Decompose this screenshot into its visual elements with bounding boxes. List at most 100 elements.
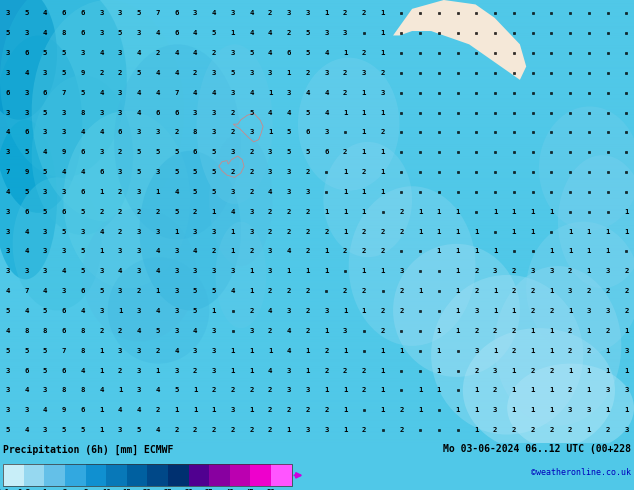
Text: 3: 3 [324, 30, 328, 36]
Text: 6: 6 [118, 129, 122, 135]
Ellipse shape [0, 0, 127, 177]
Text: 4: 4 [24, 388, 29, 393]
Text: 1: 1 [99, 427, 103, 433]
Text: 6: 6 [61, 10, 66, 16]
Text: 1: 1 [455, 308, 460, 314]
Text: 8: 8 [81, 328, 85, 334]
Text: 1: 1 [361, 269, 366, 274]
Text: 2: 2 [361, 288, 366, 294]
Text: 2: 2 [399, 229, 404, 235]
Text: 3: 3 [137, 308, 141, 314]
Text: 5: 5 [155, 149, 160, 155]
Text: 4: 4 [230, 209, 235, 215]
Ellipse shape [216, 221, 266, 328]
Text: 6: 6 [174, 110, 179, 116]
Text: 1: 1 [437, 368, 441, 373]
Text: 1: 1 [155, 288, 160, 294]
Text: 1: 1 [230, 229, 235, 235]
Text: 2: 2 [605, 288, 610, 294]
Text: 3: 3 [99, 308, 103, 314]
Text: 3: 3 [24, 30, 29, 36]
Text: 5: 5 [84, 489, 87, 490]
Text: 2: 2 [306, 70, 310, 76]
Text: 5: 5 [24, 10, 29, 16]
Text: 6: 6 [81, 288, 85, 294]
Ellipse shape [82, 208, 197, 342]
Text: 3: 3 [493, 368, 497, 373]
Text: 2: 2 [268, 229, 273, 235]
Text: 1: 1 [380, 368, 385, 373]
Text: 1: 1 [549, 248, 553, 254]
Text: 1: 1 [493, 209, 497, 215]
Text: 1: 1 [343, 348, 347, 354]
Text: 2: 2 [306, 209, 310, 215]
Text: 30: 30 [184, 489, 193, 490]
Text: 3: 3 [43, 229, 48, 235]
Text: 1: 1 [399, 348, 404, 354]
Text: 2: 2 [249, 248, 254, 254]
Text: 1: 1 [437, 248, 441, 254]
Text: 1: 1 [549, 288, 553, 294]
Text: 4: 4 [81, 368, 85, 373]
Text: 5: 5 [212, 30, 216, 36]
Text: 6: 6 [174, 10, 179, 16]
Text: 7: 7 [24, 288, 29, 294]
Bar [209, 465, 230, 486]
Text: 1: 1 [380, 110, 385, 116]
Text: 2: 2 [624, 308, 628, 314]
Text: 1: 1 [624, 328, 628, 334]
Text: 1: 1 [380, 169, 385, 175]
Text: 2: 2 [99, 328, 103, 334]
Text: 1: 1 [361, 308, 366, 314]
Text: 1: 1 [99, 348, 103, 354]
Text: 2: 2 [380, 328, 385, 334]
Text: 5: 5 [6, 348, 10, 354]
Text: 3: 3 [324, 427, 328, 433]
Text: 1: 1 [512, 308, 516, 314]
Text: 2: 2 [230, 110, 235, 116]
Text: 2: 2 [306, 407, 310, 413]
Text: 2: 2 [549, 427, 553, 433]
Text: 3: 3 [586, 308, 591, 314]
Text: 2: 2 [63, 489, 67, 490]
Text: 4: 4 [155, 70, 160, 76]
Text: 4: 4 [155, 308, 160, 314]
Bar [3, 465, 292, 486]
Text: 3: 3 [249, 328, 254, 334]
Text: 1: 1 [306, 368, 310, 373]
Text: 3: 3 [43, 129, 48, 135]
Text: 2: 2 [586, 348, 591, 354]
Text: 2: 2 [118, 328, 122, 334]
Text: 4: 4 [81, 129, 85, 135]
Text: 3: 3 [61, 129, 66, 135]
Text: 1: 1 [155, 189, 160, 195]
Bar [107, 465, 127, 486]
Text: 2: 2 [287, 30, 291, 36]
Text: 1: 1 [343, 209, 347, 215]
Text: 7: 7 [6, 169, 10, 175]
Text: 1: 1 [380, 189, 385, 195]
Text: 4: 4 [193, 30, 197, 36]
Text: 5: 5 [99, 288, 103, 294]
Bar [271, 465, 292, 486]
Ellipse shape [393, 244, 520, 377]
Text: 3: 3 [586, 407, 591, 413]
Text: 2: 2 [287, 288, 291, 294]
Text: 5: 5 [287, 129, 291, 135]
Text: 5: 5 [193, 308, 197, 314]
Text: 1: 1 [343, 50, 347, 56]
Text: 1: 1 [437, 348, 441, 354]
Text: 3: 3 [324, 129, 328, 135]
Ellipse shape [63, 111, 190, 288]
Text: 3: 3 [24, 90, 29, 96]
Text: 4: 4 [212, 90, 216, 96]
Text: 0.5: 0.5 [17, 489, 30, 490]
Text: 3: 3 [6, 50, 10, 56]
Text: 4: 4 [193, 90, 197, 96]
Text: 5: 5 [43, 110, 48, 116]
Text: 2: 2 [380, 70, 385, 76]
Text: 1: 1 [474, 229, 479, 235]
Text: 3: 3 [174, 248, 179, 254]
Text: 40: 40 [226, 489, 234, 490]
Text: 3: 3 [306, 10, 310, 16]
